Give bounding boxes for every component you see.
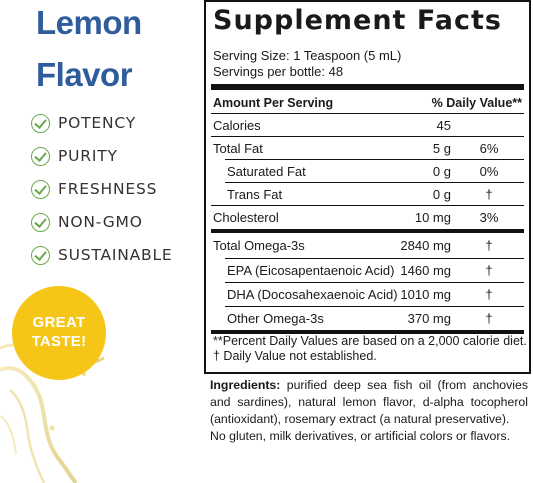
servings-per-bottle: Servings per bottle: 48 bbox=[213, 64, 344, 79]
ingredients-text: Ingredients: purified deep sea fish oil … bbox=[210, 377, 528, 428]
left-panel: Lemon Flavor POTENCY PURITY FRESHNESS NO… bbox=[0, 0, 200, 483]
benefit-label: PURITY bbox=[58, 147, 118, 165]
nutrient-dv: † bbox=[485, 310, 493, 326]
check-circle-icon bbox=[31, 179, 50, 199]
nutrient-dv: † bbox=[485, 286, 493, 302]
flavor-title-line2: Flavor bbox=[36, 56, 133, 93]
benefit-label: NON-GMO bbox=[58, 213, 143, 231]
facts-header-row: Amount Per Serving % Daily Value** bbox=[213, 94, 522, 112]
allergen-statement: No gluten, milk derivatives, or artifici… bbox=[210, 429, 511, 443]
check-circle-icon bbox=[31, 146, 50, 166]
facts-row: EPA (Eicosapentaenoic Acid) 1460 mg † bbox=[225, 258, 524, 281]
benefit-item-sustainable: SUSTAINABLE bbox=[31, 242, 173, 268]
nutrient-name: EPA (Eicosapentaenoic Acid) bbox=[227, 262, 395, 278]
check-circle-icon bbox=[31, 212, 50, 232]
serving-size: Serving Size: 1 Teaspoon (5 mL) bbox=[213, 48, 402, 63]
nutrient-name: Calories bbox=[213, 117, 261, 133]
facts-row: Total Fat 5 g 6% bbox=[211, 136, 524, 159]
nutrient-amount: 5 g bbox=[432, 140, 451, 156]
divider-bottom bbox=[211, 330, 524, 334]
facts-row: Trans Fat 0 g † bbox=[225, 182, 524, 205]
facts-row: DHA (Docosahexaenoic Acid) 1010 mg † bbox=[225, 282, 524, 305]
footnote-percent: **Percent Daily Values are based on a 2,… bbox=[213, 334, 527, 348]
facts-row: Cholesterol 10 mg 3% bbox=[211, 205, 524, 228]
nutrient-name: DHA (Docosahexaenoic Acid) bbox=[227, 286, 398, 302]
check-circle-icon bbox=[31, 245, 50, 265]
nutrient-amount: 0 g bbox=[432, 186, 451, 202]
benefit-label: FRESHNESS bbox=[58, 180, 158, 198]
serving-info: Serving Size: 1 Teaspoon (5 mL) Servings… bbox=[213, 48, 401, 80]
nutrient-amount: 1010 mg bbox=[400, 286, 451, 302]
ingredients-list: purified deep sea fish oil (from anchovi… bbox=[210, 378, 528, 426]
nutrient-name: Total Fat bbox=[213, 140, 263, 156]
header-daily-value: % Daily Value** bbox=[431, 96, 522, 110]
nutrient-name: Total Omega-3s bbox=[213, 238, 305, 253]
footnote-dagger: † Daily Value not established. bbox=[213, 348, 377, 363]
facts-row: Other Omega-3s 370 mg † bbox=[225, 306, 524, 329]
nutrient-name: Saturated Fat bbox=[227, 163, 306, 179]
benefit-item-non-gmo: NON-GMO bbox=[31, 209, 143, 235]
supplement-facts-panel: Supplement Facts Serving Size: 1 Teaspoo… bbox=[204, 0, 531, 374]
nutrient-name: Other Omega-3s bbox=[227, 310, 324, 326]
benefit-item-purity: PURITY bbox=[31, 143, 118, 169]
facts-row: Saturated Fat 0 g 0% bbox=[225, 159, 524, 182]
nutrient-name: Cholesterol bbox=[213, 209, 279, 225]
flavor-title-line1: Lemon bbox=[36, 4, 142, 41]
nutrient-dv: † bbox=[485, 186, 493, 202]
nutrient-amount: 0 g bbox=[432, 163, 451, 179]
nutrient-amount: 45 bbox=[436, 117, 451, 133]
divider-medium bbox=[211, 229, 524, 233]
nutrient-dv: † bbox=[485, 238, 493, 253]
benefit-label: POTENCY bbox=[58, 114, 137, 132]
badge-line1: GREAT bbox=[32, 314, 86, 332]
ingredients-label: Ingredients: bbox=[210, 378, 281, 392]
nutrient-dv: 3% bbox=[479, 209, 499, 225]
badge-line2: TASTE! bbox=[31, 333, 87, 350]
ingredients-block: Ingredients: purified deep sea fish oil … bbox=[210, 377, 528, 445]
benefit-label: SUSTAINABLE bbox=[58, 246, 173, 264]
great-taste-badge: GREAT TASTE! bbox=[12, 286, 106, 380]
nutrient-name: Trans Fat bbox=[227, 186, 283, 202]
facts-row: Total Omega-3s 2840 mg † bbox=[211, 234, 524, 257]
nutrient-amount: 1460 mg bbox=[400, 262, 451, 278]
nutrient-amount: 2840 mg bbox=[400, 238, 451, 253]
check-circle-icon bbox=[31, 113, 50, 133]
benefit-item-potency: POTENCY bbox=[31, 110, 136, 136]
footnotes: **Percent Daily Values are based on a 2,… bbox=[213, 334, 527, 363]
benefit-item-freshness: FRESHNESS bbox=[31, 176, 157, 202]
nutrient-amount: 370 mg bbox=[407, 310, 451, 326]
divider-thick bbox=[211, 84, 524, 90]
nutrient-amount: 10 mg bbox=[414, 209, 451, 225]
nutrient-dv: 0% bbox=[479, 163, 499, 179]
facts-row: Calories 45 bbox=[211, 113, 524, 136]
nutrient-dv: 6% bbox=[479, 140, 499, 156]
nutrient-dv: † bbox=[485, 262, 493, 278]
header-amount: Amount Per Serving bbox=[213, 96, 334, 110]
facts-title: Supplement Facts bbox=[213, 5, 502, 36]
